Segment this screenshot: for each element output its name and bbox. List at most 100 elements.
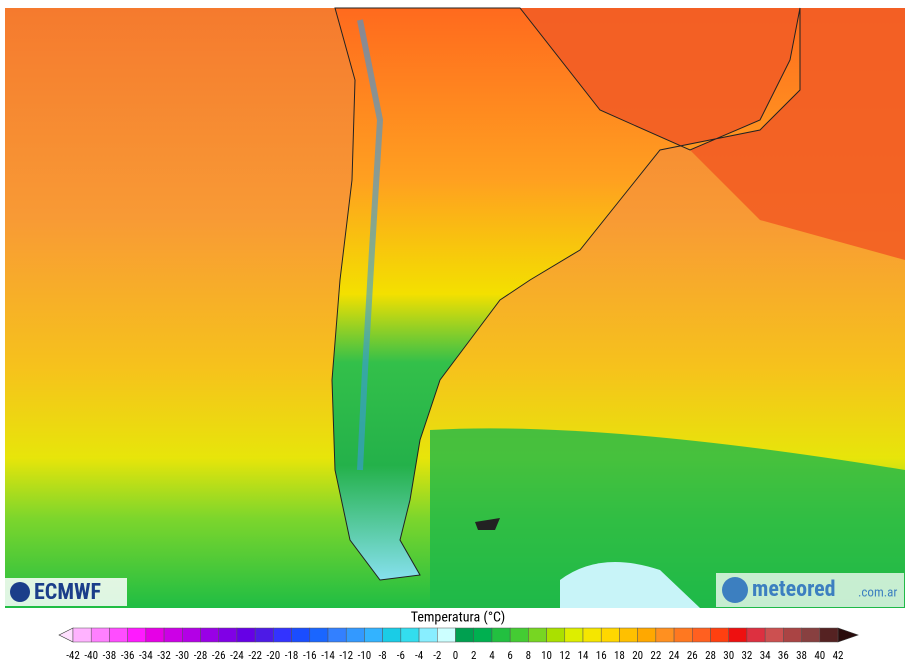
legend-swatch bbox=[127, 627, 147, 643]
legend-swatch bbox=[801, 627, 821, 643]
islands bbox=[475, 518, 500, 530]
legend-swatch bbox=[692, 627, 711, 643]
logo-text: meteored bbox=[752, 577, 836, 602]
legend-tick-label: -22 bbox=[248, 649, 262, 662]
legend-tick-label: 12 bbox=[559, 649, 570, 662]
legend-tick-label: -42 bbox=[66, 649, 80, 662]
legend-tick-label: -6 bbox=[397, 649, 405, 662]
legend-tick-label: 4 bbox=[489, 649, 495, 662]
legend-swatch bbox=[728, 627, 748, 643]
legend-tick-label: -32 bbox=[157, 649, 171, 662]
logo-suffix: .com.ar bbox=[858, 585, 897, 600]
legend-tick-label: -36 bbox=[121, 649, 135, 662]
legend-tick-label: 16 bbox=[596, 649, 607, 662]
legend-swatch bbox=[746, 627, 766, 643]
legend-swatch bbox=[600, 627, 620, 643]
legend-swatch bbox=[273, 627, 292, 643]
legend-tick-label: -24 bbox=[230, 649, 244, 662]
legend-swatch bbox=[509, 627, 529, 643]
legend-swatch bbox=[564, 627, 584, 643]
legend-tick-label: -8 bbox=[379, 649, 387, 662]
legend-swatch bbox=[345, 627, 365, 643]
ecmwf-logo: ECMWF bbox=[5, 578, 127, 606]
legend-swatch bbox=[455, 627, 474, 643]
legend-swatch bbox=[637, 627, 657, 643]
legend-swatch bbox=[473, 627, 493, 643]
legend-tick-label: -38 bbox=[103, 649, 117, 662]
legend-swatch bbox=[182, 627, 201, 643]
legend-tick-label: 0 bbox=[453, 649, 458, 662]
logo-text: ECMWF bbox=[34, 580, 101, 605]
legend-swatch bbox=[72, 627, 92, 643]
legend-tick-label: -10 bbox=[358, 649, 372, 662]
legend-swatch bbox=[291, 627, 311, 643]
legend-swatch bbox=[546, 627, 566, 643]
legend-swatch bbox=[218, 627, 238, 643]
legend-tick-label: 2 bbox=[471, 649, 476, 662]
map bbox=[5, 7, 905, 608]
legend-swatch bbox=[673, 627, 693, 643]
legend-tick-label: -26 bbox=[212, 649, 226, 662]
legend-tick-label: -18 bbox=[285, 649, 299, 662]
legend-swatch bbox=[764, 627, 784, 643]
legend-swatch bbox=[619, 627, 638, 643]
legend-tick-label: -2 bbox=[433, 649, 441, 662]
legend-swatch bbox=[145, 627, 165, 643]
antarctic bbox=[560, 562, 700, 608]
legend-tick-label: -20 bbox=[267, 649, 281, 662]
legend-swatch bbox=[783, 627, 802, 643]
legend-swatch bbox=[254, 627, 274, 643]
legend-tick-label: 38 bbox=[796, 649, 807, 662]
legend-swatch bbox=[400, 627, 420, 643]
legend-swatch bbox=[364, 627, 383, 643]
legend-swatch bbox=[437, 627, 456, 643]
legend-tick-label: 32 bbox=[741, 649, 752, 662]
warm-region bbox=[520, 8, 905, 260]
legend-tick-label: -14 bbox=[321, 649, 335, 662]
legend-swatch bbox=[710, 627, 729, 643]
legend-tick-label: 18 bbox=[614, 649, 625, 662]
cold-sea bbox=[430, 428, 905, 608]
legend-swatch bbox=[491, 627, 511, 643]
legend-swatch bbox=[200, 627, 219, 643]
legend-swatch bbox=[382, 627, 402, 643]
legend-swatch bbox=[528, 627, 547, 643]
legend-tick-label: 6 bbox=[507, 649, 512, 662]
legend-swatch bbox=[236, 627, 256, 643]
legend-tick-label: -34 bbox=[139, 649, 153, 662]
legend-tick-label: -16 bbox=[303, 649, 317, 662]
legend-tick-label: 34 bbox=[760, 649, 771, 662]
legend-tick-label: -4 bbox=[415, 649, 424, 662]
legend-swatch bbox=[309, 627, 329, 643]
legend-tick-label: -40 bbox=[84, 649, 98, 662]
legend-tick-label: 22 bbox=[650, 649, 661, 662]
legend-swatch bbox=[655, 627, 675, 643]
legend-swatch bbox=[819, 627, 839, 643]
legend-tick-label: 26 bbox=[687, 649, 698, 662]
legend-title: Temperatura (°C) bbox=[411, 610, 506, 626]
legend-tick-label: 40 bbox=[814, 649, 825, 662]
legend-tick-label: 36 bbox=[778, 649, 789, 662]
legend-tick-label: -12 bbox=[339, 649, 353, 662]
legend-swatch bbox=[327, 627, 347, 643]
legend-swatch bbox=[109, 627, 128, 643]
logo-icon bbox=[722, 577, 748, 603]
legend-tick-label: 10 bbox=[541, 649, 552, 662]
logo-icon bbox=[10, 582, 30, 602]
legend-over bbox=[837, 627, 859, 643]
legend-tick-label: 30 bbox=[723, 649, 734, 662]
legend-swatch bbox=[418, 627, 438, 643]
legend-swatch bbox=[582, 627, 602, 643]
meteored-logo: meteored .com.ar bbox=[716, 573, 904, 607]
legend-tick-label: 14 bbox=[578, 649, 589, 662]
legend-tick-label: 8 bbox=[526, 649, 531, 662]
legend-swatch bbox=[90, 627, 110, 643]
legend-tick-label: -30 bbox=[175, 649, 189, 662]
legend-tick-label: 20 bbox=[632, 649, 643, 662]
andes bbox=[357, 19, 384, 471]
legend-tick-label: 24 bbox=[669, 649, 680, 662]
legend-swatch bbox=[163, 627, 183, 643]
legend-tick-label: 42 bbox=[833, 649, 844, 662]
